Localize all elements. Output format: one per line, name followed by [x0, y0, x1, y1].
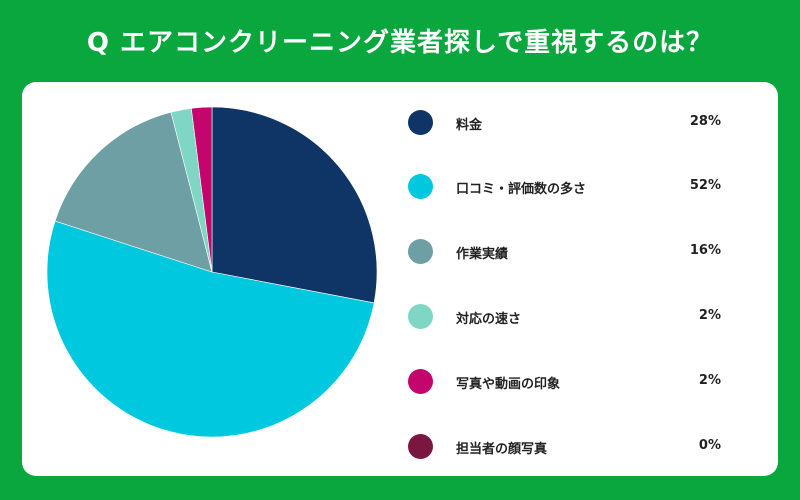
- legend-swatch: [408, 369, 433, 394]
- legend-value: 16%: [689, 243, 721, 258]
- legend-label: 写真や動画の印象: [456, 377, 561, 392]
- legend-swatch: [408, 110, 433, 135]
- pie-slice-4: [190, 106, 213, 273]
- legend-value: 2%: [698, 373, 721, 388]
- legend-swatch: [408, 434, 433, 459]
- pie-chart: [46, 106, 378, 438]
- legend-item-response-speed: 対応の速さ 2%: [408, 304, 728, 332]
- legend-value: 52%: [689, 178, 721, 193]
- legend-swatch: [408, 239, 433, 264]
- legend-value: 28%: [689, 114, 721, 129]
- pie-slice-1: [46, 220, 375, 438]
- page-title: Q エアコンクリーニング業者探しで重視するのは？: [86, 28, 714, 58]
- legend-label: 担当者の顔写真: [456, 442, 548, 457]
- pie-slices: [46, 106, 378, 438]
- legend-item-staff-photo: 担当者の顔写真 0%: [408, 434, 728, 462]
- legend-value: 0%: [698, 438, 721, 453]
- chart-panel: 料金 28% 口コミ・評価数の多さ 52% 作業実績 16% 対応の速さ 2% …: [22, 82, 778, 476]
- legend-value: 2%: [698, 308, 721, 323]
- legend-item-reviews: 口コミ・評価数の多さ 52%: [408, 174, 728, 202]
- legend: 料金 28% 口コミ・評価数の多さ 52% 作業実績 16% 対応の速さ 2% …: [408, 82, 748, 476]
- legend-item-track-record: 作業実績 16%: [408, 239, 728, 267]
- legend-swatch: [408, 174, 433, 199]
- legend-label: 料金: [456, 118, 483, 133]
- legend-item-price: 料金 28%: [408, 110, 728, 138]
- legend-label: 口コミ・評価数の多さ: [456, 182, 587, 197]
- legend-item-photo-video: 写真や動画の印象 2%: [408, 369, 728, 397]
- legend-swatch: [408, 304, 433, 329]
- legend-label: 作業実績: [456, 247, 509, 262]
- pie-slice-2: [54, 111, 213, 273]
- legend-label: 対応の速さ: [456, 312, 522, 327]
- pie-slice-0: [211, 106, 378, 304]
